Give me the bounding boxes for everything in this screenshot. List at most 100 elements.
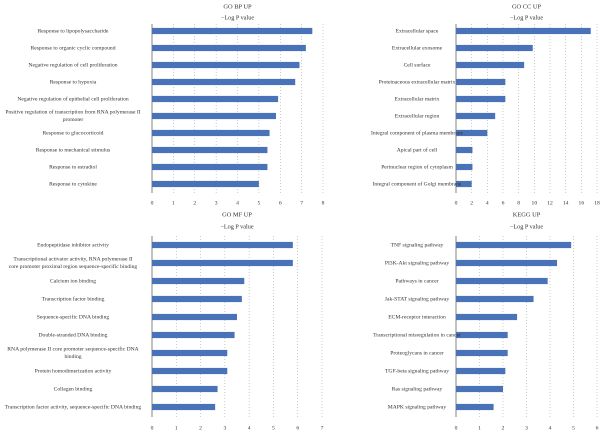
category-label: MAPK signaling pathway — [388, 404, 447, 410]
bar-extracellular-exosome — [456, 44, 533, 52]
bar-tgf-beta-signaling-pathway — [456, 367, 506, 375]
x-tick-label-4: 4 — [236, 200, 239, 206]
category-label: Response to mechanical stimulus — [36, 147, 110, 153]
bar-rna-polymerase-ii-core-promoter-sequence-specifi — [152, 349, 228, 357]
category-label: Transcriptional misregulation in cancer — [373, 332, 461, 338]
bar-perinuclear-region-of-cytoplasm — [456, 163, 473, 171]
bar-pi3k-akt-signaling-pathway — [456, 259, 558, 267]
category-label: Pathways in cancer — [395, 278, 438, 284]
x-tick-label-2: 2 — [193, 200, 196, 206]
panel-title: GO MF UP — [222, 211, 252, 218]
x-tick-label-3: 3 — [525, 425, 528, 431]
category-label: Response to lipopolysaccharide — [38, 28, 109, 34]
bar-transcription-factor-activity-sequence-specific- — [152, 403, 216, 411]
panel-title: KEGG UP — [513, 211, 541, 218]
bar-tnf-signaling-pathway — [456, 241, 572, 249]
bar-negative-regulation-of-epithelial-cell-prolifera — [152, 95, 279, 103]
panel-title: GO CC UP — [512, 3, 542, 10]
category-label: Endopeptidase inhibitor activity — [37, 242, 109, 248]
x-tick-label-6: 6 — [502, 200, 505, 206]
x-axis-title: −Log P value — [220, 223, 253, 230]
x-tick-label-1: 1 — [478, 425, 481, 431]
category-label: PI3K-Akt signaling pathway — [385, 260, 450, 266]
bar-proteoglycans-in-cancer — [456, 349, 508, 357]
bar-positive-regulation-of-transcription-from-rna-po — [152, 112, 276, 120]
category-label: TGF-beta signaling pathway — [385, 368, 449, 374]
bar-transcriptional-activator-activity-rna-polymeras — [152, 259, 293, 267]
x-tick-label-2: 2 — [199, 425, 202, 431]
panel-go-bp-up: GO BP UP −Log P value 0 1 2 3 4 5 6 7 8 Response to… — [5, 3, 324, 206]
category-label: core promoter proximal region sequence-s… — [9, 263, 138, 270]
panel-go-cc-up: GO CC UP −Log P value 0 2 4 6 8 10 12 14 16 18 Extra… — [371, 3, 600, 206]
category-label: Response to cytokine — [49, 181, 97, 187]
panel-title: GO BP UP — [223, 3, 252, 10]
bar-proteinaceous-extracellular-matrix — [456, 78, 506, 86]
category-label: binding — [64, 354, 81, 360]
category-label: Integral component of plasma membrane — [371, 129, 463, 136]
category-label: Integral component of Golgi membrane — [373, 180, 462, 187]
category-label: Sequence-specific DNA binding — [37, 313, 110, 320]
x-tick-label-7: 7 — [300, 200, 303, 206]
category-label: Double-stranded DNA binding — [39, 332, 108, 338]
x-tick-label-0: 0 — [455, 200, 458, 206]
category-label: Transcription factor activity, sequence-… — [5, 403, 142, 410]
x-tick-label-7: 7 — [321, 425, 324, 431]
category-label: TNF signaling pathway — [391, 242, 444, 248]
category-label: RNA polymerase II core promoter sequence… — [7, 346, 138, 353]
bar-double-stranded-dna-binding — [152, 331, 235, 339]
panel-go-mf-up: GO MF UP −Log P value 0 1 2 3 4 5 6 7 Endopeptidas… — [5, 211, 324, 431]
category-label: Apical part of cell — [397, 146, 438, 153]
x-tick-label-3: 3 — [215, 200, 218, 206]
x-tick-label-5: 5 — [572, 425, 575, 431]
category-label: Positive regulation of transcription fro… — [5, 109, 140, 116]
bar-response-to-mechanical-stimulus — [152, 146, 268, 154]
bar-collagen-binding — [152, 385, 218, 393]
x-tick-label-2: 2 — [502, 425, 505, 431]
x-tick-label-5: 5 — [272, 425, 275, 431]
x-axis-title: −Log P value — [510, 223, 543, 230]
category-label: Negative regulation of cell proliferatio… — [28, 61, 117, 68]
category-label: Response to glucocorticoid — [43, 130, 104, 136]
bar-ecm-receptor-interaction — [456, 313, 518, 321]
bar-response-to-hypoxia — [152, 78, 296, 86]
bar-pathways-in-cancer — [456, 277, 548, 285]
category-label: Negative regulation of epithelial cell p… — [17, 95, 129, 102]
x-tick-label-5: 5 — [257, 200, 260, 206]
category-label: Extracellular region — [395, 113, 440, 119]
x-tick-label-8: 8 — [517, 200, 520, 206]
category-label: ECM-receptor interaction — [388, 314, 446, 320]
category-label: Calcium ion binding — [50, 278, 96, 284]
x-tick-label-1: 1 — [175, 425, 178, 431]
x-tick-label-16: 16 — [579, 200, 585, 206]
x-tick-label-4: 4 — [486, 200, 489, 206]
bar-endopeptidase-inhibitor-activity — [152, 241, 293, 249]
category-label: Response to hypoxia — [50, 79, 97, 85]
panel-kegg-up: KEGG UP −Log P value 0 1 2 3 4 5 6 TNF signaling … — [373, 211, 599, 431]
category-label: Response to organic cyclic compound — [30, 45, 115, 51]
bar-calcium-ion-binding — [152, 277, 245, 285]
x-tick-label-18: 18 — [594, 200, 600, 206]
bar-negative-regulation-of-cell-proliferation — [152, 61, 300, 69]
x-tick-label-12: 12 — [547, 200, 553, 206]
x-tick-label-6: 6 — [296, 425, 299, 431]
category-label: Proteinaceous extracellular matrix — [379, 79, 456, 85]
bar-response-to-lipopolysaccharide — [152, 27, 313, 35]
category-label: Ras signaling pathway — [392, 386, 443, 392]
category-label: Proteoglycans in cancer — [390, 350, 444, 356]
bar-response-to-estradiol — [152, 163, 268, 171]
category-label: Protein homodimerization activity — [35, 368, 112, 374]
bar-extracellular-space — [456, 27, 591, 35]
x-tick-label-2: 2 — [470, 200, 473, 206]
category-label: Extracellular matrix — [395, 96, 440, 102]
x-tick-label-8: 8 — [322, 200, 325, 206]
category-label: Jak-STAT signaling pathway — [385, 296, 450, 302]
x-tick-label-6: 6 — [279, 200, 282, 206]
x-tick-label-1: 1 — [172, 200, 175, 206]
category-label: Collagen binding — [54, 386, 93, 392]
bar-mapk-signaling-pathway — [456, 403, 494, 411]
category-label: Extracellular space — [396, 28, 439, 34]
x-tick-label-14: 14 — [563, 200, 569, 206]
category-label: Perinuclear region of cytoplasm — [381, 163, 453, 170]
x-axis-title: −Log P value — [221, 14, 254, 21]
